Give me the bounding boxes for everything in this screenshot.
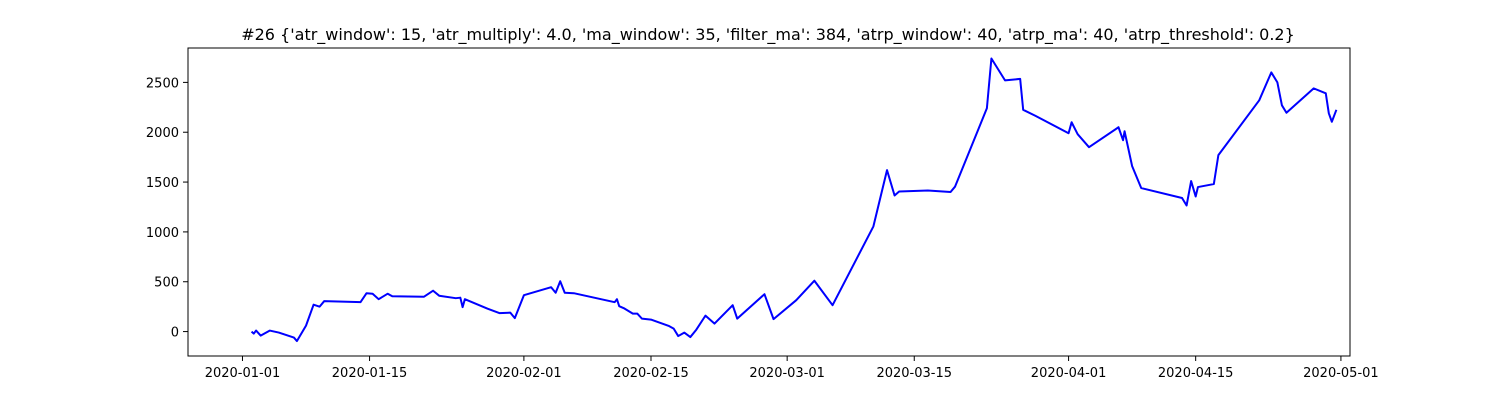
x-tick-label: 2020-03-15 — [876, 366, 952, 381]
x-tick-label: 2020-02-01 — [486, 366, 562, 381]
chart-title: #26 {'atr_window': 15, 'atr_multiply': 4… — [241, 25, 1295, 45]
x-tick-label: 2020-01-15 — [332, 366, 408, 381]
y-tick-label: 0 — [171, 326, 179, 341]
x-tick-label: 2020-02-15 — [613, 366, 689, 381]
y-tick-label: 2500 — [146, 76, 179, 91]
x-tick-label: 2020-03-01 — [749, 366, 825, 381]
x-tick-label: 2020-05-01 — [1303, 366, 1379, 381]
y-tick-label: 2000 — [146, 126, 179, 141]
y-tick-label: 1000 — [146, 226, 179, 241]
axes-frame — [187, 47, 1351, 357]
x-tick-label: 2020-04-01 — [1031, 366, 1107, 381]
series-line — [250, 57, 1338, 343]
x-tick-label: 2020-04-15 — [1158, 366, 1234, 381]
x-axis: 2020-01-01 2020-01-15 2020-02-01 2020-02-15… — [205, 356, 1379, 381]
y-tick-label: 500 — [154, 276, 179, 291]
y-axis: 0 500 1000 1500 2000 2500 — [146, 76, 188, 341]
x-tick-label: 2020-01-01 — [205, 366, 281, 381]
y-tick-label: 1500 — [146, 176, 179, 191]
plot-area — [187, 47, 1351, 357]
